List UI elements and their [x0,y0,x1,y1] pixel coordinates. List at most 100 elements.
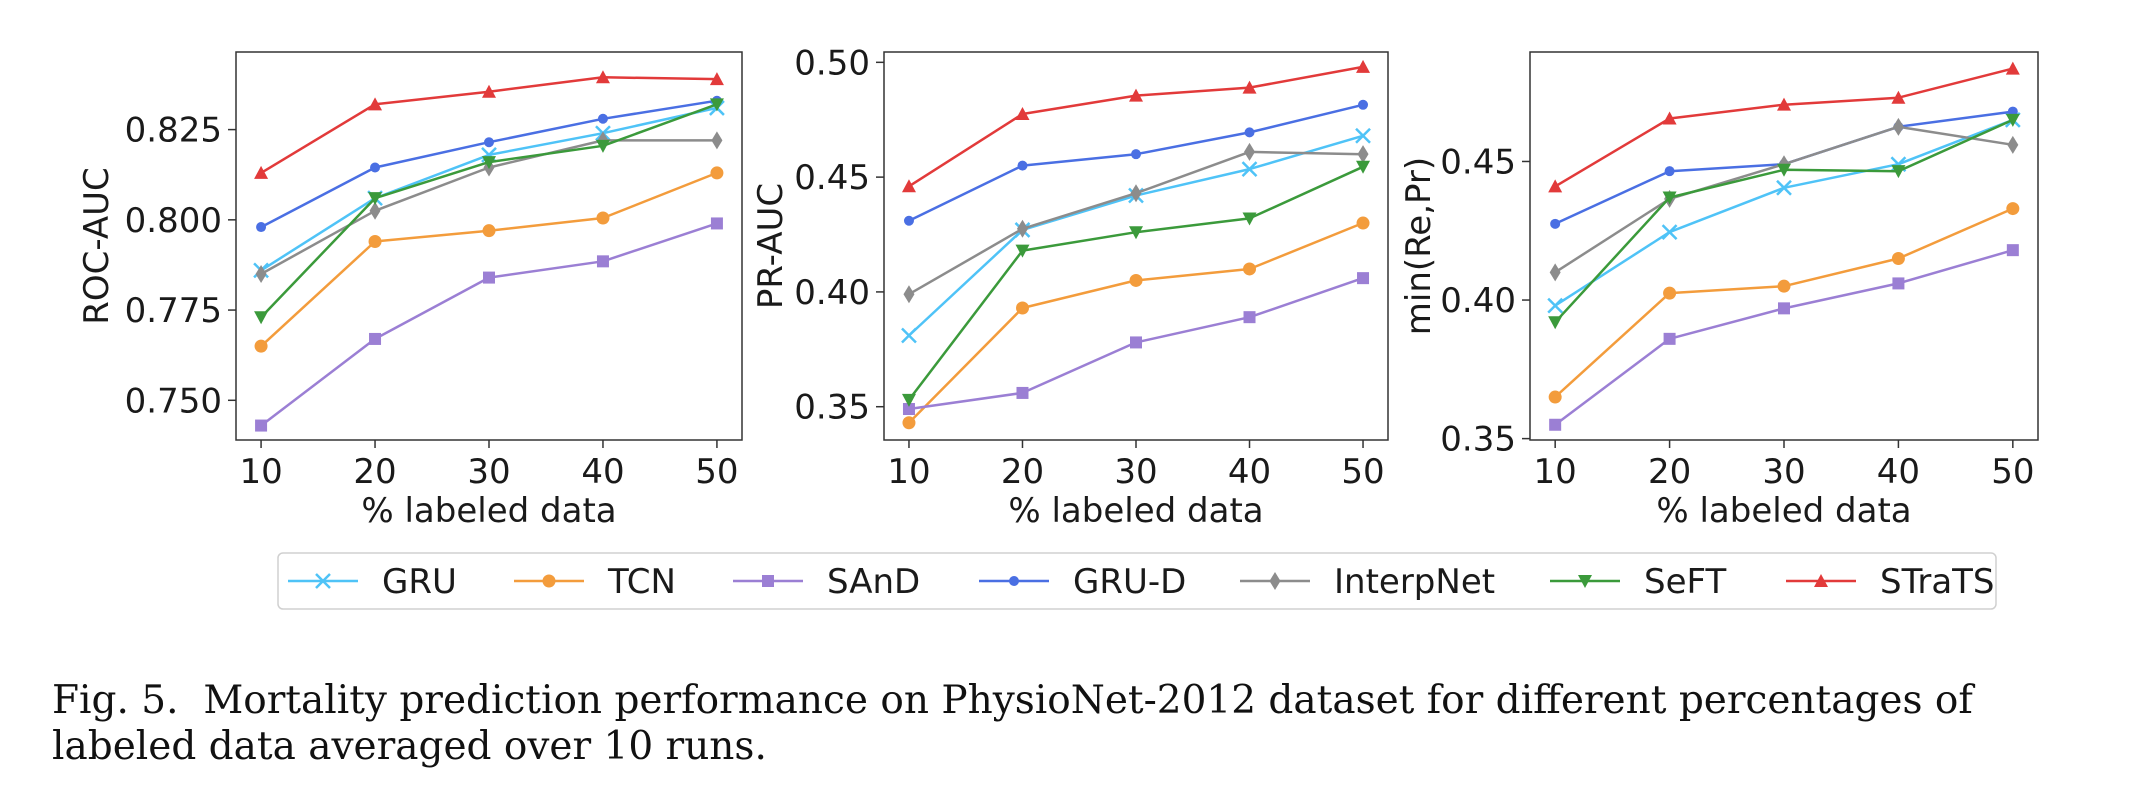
strats-marker [2005,61,2020,75]
y-tick-label: 0.40 [794,273,870,313]
seft-marker [1662,191,1677,205]
series-gru-d [903,99,1369,226]
strats-line [908,65,1364,188]
interpnet-marker [1244,142,1256,161]
sand-marker [710,217,723,230]
x-tick-label: 30 [1114,452,1157,492]
gru-d-marker [370,162,381,173]
strats-marker [254,165,269,179]
figure-caption: Fig. 5. Mortality prediction performance… [52,678,2112,770]
x-tick-label: 30 [467,452,510,492]
series-strats [901,59,1371,193]
sand-marker [902,403,915,416]
legend-entry-tcn: TCN [514,562,676,602]
y-tick-label: 0.45 [794,158,870,198]
x-tick-label: 40 [1877,452,1920,492]
seft-marker [1242,212,1257,226]
gru-line [1554,118,2014,307]
sand-marker [369,332,382,345]
legend-label: SeFT [1644,562,1726,602]
strats-marker [1814,574,1828,587]
sand-marker [483,271,495,284]
gru-d-line [908,103,1364,222]
tcn-marker [1891,251,1905,265]
x-tick-label: 50 [1341,452,1384,492]
legend-entry-seft: SeFT [1550,562,1726,602]
series-tcn [254,166,724,353]
seft-marker [1578,575,1592,588]
caption-text: Mortality prediction performance on Phys… [52,678,1973,769]
legend-label: GRU [382,562,457,602]
legend-entry-gru-d: GRU-D [979,562,1186,602]
strats-marker [1015,106,1030,120]
tcn-marker [596,211,610,225]
tcn-marker [710,166,724,180]
strats-marker [901,179,916,193]
legend-label: SAnD [827,562,920,602]
tcn-marker [1129,273,1143,287]
tcn-marker [1663,286,1677,300]
gru-d-marker [1550,218,1561,229]
tcn-marker [2006,202,2020,216]
strats-marker [1662,111,1677,125]
sand-marker [255,419,268,432]
interpnet-marker [1016,219,1028,238]
strats-marker [595,70,610,84]
legend: GRU TCN SAnD GRU-D InterpNet SeFT STraTS [277,552,1997,610]
legend-entry-interpnet: InterpNet [1240,562,1495,602]
strats-marker [1777,97,1791,111]
gru-marker [1355,127,1371,144]
gru-d-marker [1664,166,1675,177]
strats-marker [709,72,724,86]
interpnet-marker [369,201,381,220]
gru-d-marker [1017,160,1028,171]
tcn-marker [1243,262,1257,276]
legend-label: InterpNet [1334,562,1495,602]
subplot-min-re-pr: 10 20 30 40 50 0.35 0.40 0.45 % labeled data min(… [1399,51,2039,531]
x-axis-label: % labeled data [361,491,616,531]
sand-marker [1130,336,1142,349]
strats-marker [1548,179,1563,193]
sand-marker [2006,244,2019,257]
series-strats [1548,61,2020,193]
gru-marker [901,327,917,344]
x-tick-label: 30 [1762,452,1805,492]
gru-marker [1776,179,1792,196]
y-axis-label: ROC-AUC [77,167,117,325]
seft-marker [709,98,724,112]
caption-label: Fig. 5. [52,678,179,723]
x-axis-label: % labeled data [1008,491,1263,531]
x-tick-label: 40 [1228,452,1271,492]
y-tick-label: 0.40 [1440,281,1516,321]
series-seft [254,98,724,325]
sand-line [1554,248,2014,426]
interpnet-marker [1892,117,1904,136]
x-tick-label: 40 [581,452,624,492]
subplot-roc-auc: 10 20 30 40 50 0.750 0.775 0.800 0.825 % labeled … [77,51,743,531]
y-tick-label: 0.825 [125,111,222,151]
seft-marker [1777,163,1791,177]
gru-d-marker [484,137,494,148]
series-strats [254,70,724,179]
series-sand [255,217,723,432]
seft-line [260,103,718,319]
y-axis-label: PR-AUC [751,183,791,309]
strats-marker [1129,88,1143,102]
y-tick-label: 0.50 [794,43,870,83]
gru-marker [315,573,331,589]
tcn-line [260,171,718,348]
sand-marker [762,575,774,587]
legend-label: STraTS [1880,562,1995,602]
interpnet-marker [255,264,267,283]
seft-marker [901,393,916,407]
sand-marker [1663,332,1676,345]
gru-d-marker [256,222,267,233]
series-tcn [1548,202,2020,404]
tcn-marker [542,574,556,588]
sand-marker [1778,302,1790,315]
y-tick-label: 0.45 [1440,142,1516,182]
y-tick-label: 0.775 [125,291,222,331]
x-tick-label: 10 [887,452,930,492]
tcn-marker [1548,390,1562,404]
gru-d-marker [1358,99,1369,110]
